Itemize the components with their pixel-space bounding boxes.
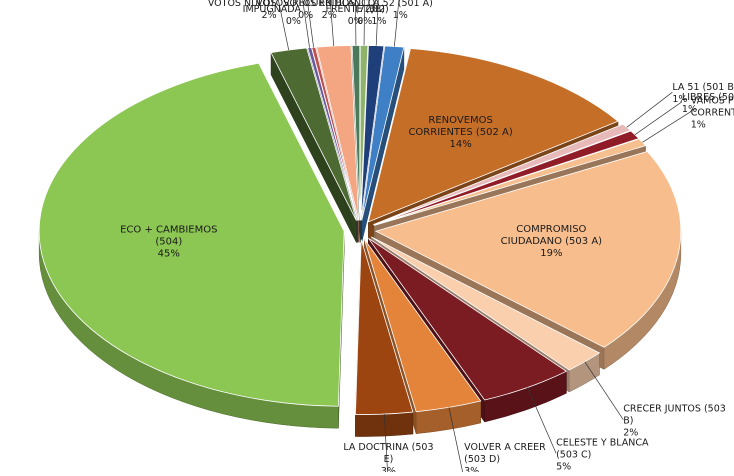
leader-celeste-y-unidad-82 xyxy=(375,0,379,46)
leader-volver-a-creer-503-d xyxy=(448,407,464,476)
slice-label-line: LA 52 (501 A) xyxy=(368,0,433,9)
slice-label-line: COMPROMISO xyxy=(516,224,586,235)
slice-percent-izquierda-al-frente-38: 0% xyxy=(348,16,363,27)
leader-la-52-501-a xyxy=(394,0,400,47)
slice-percent-crecer-juntos-503-b: 2% xyxy=(623,428,638,439)
slice-percent-votos-nulos: 2% xyxy=(261,10,276,21)
slice-label-line: VOLVER A CREER xyxy=(464,442,546,453)
slice-percent-compromiso-ciudadano-503-a: 19% xyxy=(540,248,562,259)
slice-percent-frente-popular-72: 0% xyxy=(357,16,372,27)
leader-izquierda-al-frente-38 xyxy=(355,0,357,46)
slices-layer xyxy=(38,45,682,437)
slice-label-vamos-pueblo-correntino-502-c: VAMOS PUEBLOCORRENTINO (502 C)1% xyxy=(691,96,734,131)
leader-votos-recurridos xyxy=(306,0,314,48)
slice-label-line: IZQUIERDA AL xyxy=(321,0,389,3)
leader-votos-en-blanco xyxy=(329,0,335,47)
slice-label-crecer-juntos-503-b: CRECER JUNTOS (503 B) 2% xyxy=(623,404,726,439)
slice-label-frente-popular-72: FRENTE POPULAR(72)0% xyxy=(322,0,407,27)
slice-renovemos-corrientes-502-a[interactable] xyxy=(367,48,619,223)
slice-label-line: RENOVEMOS xyxy=(428,115,492,126)
slice-label-line: CIUDADANO (503 A) xyxy=(501,236,603,247)
slice-label-line: (72) xyxy=(355,4,375,15)
slice-volver-a-creer-503-d[interactable] xyxy=(364,238,482,413)
slice-label-compromiso-ciudadano-503-a: COMPROMISO CIUDADANO (503 A) 19% xyxy=(501,224,603,259)
slice-vamos-pueblo-correntino-502-c[interactable] xyxy=(373,138,647,226)
slice-label-izquierda-al-frente-38: IZQUIERDA ALFRENTE (38)0% xyxy=(321,0,389,27)
slice-percent-celeste-y-unidad-82: 1% xyxy=(371,16,386,27)
slice-label-libres-502-b: LIBRES (502 B)1% xyxy=(682,92,734,115)
slice-label-line: LIBRES (502 B) xyxy=(682,92,734,103)
slice-label-la-51-501-b: LA 51 (501 B) 1% xyxy=(672,82,734,105)
slice-percent-vamos-pueblo-correntino-502-c: 1% xyxy=(691,120,706,131)
slice-label-line: CORRENTINO (502 C) xyxy=(691,108,734,119)
slice-label-line: (503 C) xyxy=(556,449,591,460)
slice-la-doctrina-503-e[interactable] xyxy=(355,239,414,415)
leader-frente-popular-72 xyxy=(363,0,365,46)
slice-label-line: VAMOS PUEBLO xyxy=(691,96,734,107)
slice-la-52-501-a[interactable] xyxy=(361,45,405,221)
slice-label-line: (82) xyxy=(369,4,389,15)
slice-eco-cambiemos-504[interactable] xyxy=(38,62,345,407)
slice-izquierda-al-frente-38[interactable] xyxy=(351,45,361,221)
slice-label-line: CELESTE Y BLANCA xyxy=(556,437,649,448)
slice-label-line: CRECER JUNTOS (503 xyxy=(623,404,726,415)
slice-label-line: VOTOS DE IDENTIDAD xyxy=(196,0,301,3)
slice-percent-volver-a-creer-503-d: 3% xyxy=(464,466,479,472)
leader-votos-nulos xyxy=(277,0,290,51)
slice-label-line: B) xyxy=(623,416,633,427)
slice-percent-votos-de-identidad-impugnada: 0% xyxy=(286,16,301,27)
slice-label-line: ECO + CAMBIEMOS xyxy=(120,225,217,236)
slice-frente-popular-72[interactable] xyxy=(359,45,369,221)
slice-percent-la-51-501-b: 1% xyxy=(672,94,687,105)
slice-label-volver-a-creer-503-d: VOLVER A CREER (503 D) 3% xyxy=(464,442,546,472)
slice-label-line: LA DOCTRINA (503 xyxy=(343,442,433,453)
slice-label-line: CELESTE Y UNIDAD xyxy=(333,0,424,3)
leader-vamos-pueblo-correntino-502-c xyxy=(642,111,691,143)
slice-percent-la-52-501-a: 1% xyxy=(393,10,408,21)
leader-crecer-juntos-503-b xyxy=(584,361,624,420)
slice-label-line: (503 D) xyxy=(464,454,500,465)
slice-votos-nulos[interactable] xyxy=(270,47,357,221)
slice-label-votos-en-blanco: VOTOS EN BLANCO 2% xyxy=(283,0,375,21)
slice-label-renovemos-corrientes-502-a: RENOVEMOS CORRIENTES (502 A) 14% xyxy=(408,115,512,150)
leader-la-51-501-b xyxy=(626,91,673,128)
slice-percent-eco-cambiemos-504: 45% xyxy=(158,249,180,260)
slice-label-line: FRENTE (38) xyxy=(325,4,385,15)
slice-label-line: CORRIENTES (502 A) xyxy=(408,127,512,138)
slice-percent-celeste-y-blanca-503-c: 5% xyxy=(556,461,571,472)
slice-percent-votos-en-blanco: 2% xyxy=(322,10,337,21)
slice-label-la-doctrina-503-e: LA DOCTRINA (503 E) 3% xyxy=(343,442,433,472)
slice-label-line: VOTOS NULOS xyxy=(208,0,277,9)
slice-label-la-52-501-a: LA 52 (501 A) 1% xyxy=(368,0,433,21)
slice-label-line: VOTOS EN BLANCO xyxy=(283,0,375,9)
slice-percent-votos-recurridos: 0% xyxy=(298,10,313,21)
slice-label-eco-cambiemos-504: ECO + CAMBIEMOS (504) 45% xyxy=(120,225,217,260)
slice-label-votos-de-identidad-impugnada: VOTOS DE IDENTIDADIMPUGNADA0% xyxy=(196,0,302,27)
slice-label-line: LA 51 (501 B) xyxy=(672,82,734,93)
slice-label-celeste-y-unidad-82: CELESTE Y UNIDAD(82)1% xyxy=(333,0,424,27)
slice-label-line: IMPUGNADA xyxy=(243,4,302,15)
slice-percent-renovemos-corrientes-502-a: 14% xyxy=(450,139,472,150)
slice-label-votos-nulos: VOTOS NULOS 2% xyxy=(208,0,277,21)
slice-label-line: FRENTE POPULAR xyxy=(322,0,407,3)
slice-compromiso-ciudadano-503-a[interactable] xyxy=(374,151,682,348)
slice-votos-en-blanco[interactable] xyxy=(315,45,360,221)
slice-percent-la-doctrina-503-e: 3% xyxy=(381,466,396,472)
slice-label-celeste-y-blanca-503-c: CELESTE Y BLANCA (503 C) 5% xyxy=(556,437,649,472)
leader-libres-502-b xyxy=(634,101,683,135)
slice-label-line: E) xyxy=(384,454,394,465)
slice-celeste-y-blanca-503-c[interactable] xyxy=(368,237,568,401)
slice-percent-libres-502-b: 1% xyxy=(682,104,697,115)
slice-label-line: VOTOS RECURRIDOS xyxy=(256,0,355,9)
leader-celeste-y-blanca-503-c xyxy=(527,387,557,454)
slice-label-line: (504) xyxy=(155,237,182,248)
leader-votos-de-identidad-impugnada xyxy=(302,0,310,48)
labels-layer: FRENTE POPULAR(72)0%CELESTE Y UNIDAD(82)… xyxy=(120,0,734,476)
slice-label-votos-recurridos: VOTOS RECURRIDOS 0% xyxy=(256,0,355,21)
